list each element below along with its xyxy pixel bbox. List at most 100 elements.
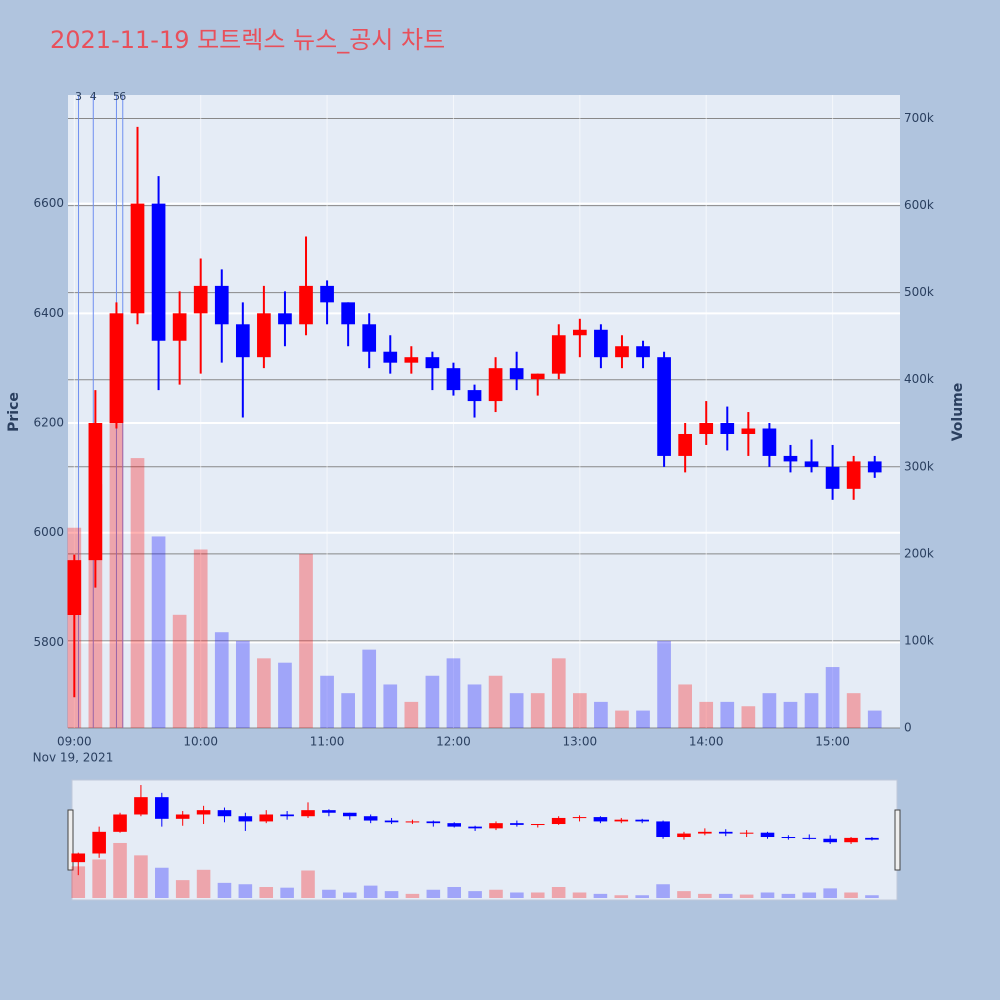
candle-body: [551, 335, 566, 374]
range-handle[interactable]: [67, 809, 74, 871]
volume-bar: [804, 693, 819, 728]
candle-body: [67, 560, 82, 616]
volume-bar: [193, 549, 208, 728]
candle-body: [594, 329, 608, 358]
slider-candle-body: [489, 823, 503, 829]
y2-tick-label: 200k: [904, 546, 934, 560]
y-tick-label: 6200: [33, 416, 64, 430]
slider-volume-bar: [196, 869, 211, 898]
slider-candle-body: [322, 810, 336, 813]
slider-candle-body: [259, 814, 274, 822]
volume-bar: [530, 693, 545, 728]
slider-volume-bar: [698, 893, 712, 898]
volume-bar: [636, 710, 650, 728]
slider-candle-body: [739, 832, 754, 834]
candle-body: [572, 329, 587, 336]
slider-candle-body: [551, 817, 566, 825]
candle-body: [530, 373, 545, 380]
slider-volume-bar: [865, 895, 879, 898]
volume-bar: [699, 701, 714, 728]
slider-volume-bar: [718, 893, 733, 898]
slider-candle-body: [342, 812, 357, 817]
y-tick-label: 6600: [33, 196, 64, 210]
slider-volume-bar: [823, 888, 837, 898]
candle-body: [762, 428, 777, 456]
candle-body: [615, 346, 629, 358]
y-tick-label: 5800: [33, 635, 64, 649]
candle-body: [320, 285, 334, 303]
candle-body: [151, 203, 166, 341]
slider-volume-bar: [405, 893, 420, 898]
volume-bar: [320, 675, 334, 728]
slider-candle-body: [426, 821, 441, 824]
volume-bar: [846, 693, 861, 728]
slider-volume-bar: [426, 889, 441, 898]
slider-volume-bar: [677, 891, 691, 898]
slider-volume-bar: [175, 880, 190, 898]
candle-body: [846, 461, 861, 489]
slider-candle-body: [447, 823, 462, 827]
slider-volume-bar: [363, 885, 378, 898]
slider-volume-bar: [238, 884, 253, 898]
candle-body: [867, 461, 882, 473]
slider-volume-bar: [134, 855, 148, 898]
volume-bar: [467, 684, 482, 728]
y2-tick-label: 400k: [904, 372, 934, 386]
candle-body: [299, 285, 313, 325]
slider-volume-bar: [92, 859, 106, 898]
slider-candle-body: [301, 810, 315, 817]
y-tick-label: 6400: [33, 306, 64, 320]
slider-volume-bar: [217, 882, 232, 898]
candle-body: [235, 324, 250, 358]
volume-bar: [341, 693, 355, 728]
slider-volume-bar: [384, 891, 399, 898]
volume-bar: [130, 458, 145, 728]
candle-body: [783, 455, 798, 462]
slider-candle-body: [468, 826, 482, 829]
slider-volume-bar: [635, 895, 649, 898]
candle-body: [214, 285, 229, 325]
volume-bar: [867, 710, 882, 728]
candle-body: [657, 357, 671, 456]
range-slider[interactable]: [71, 779, 898, 901]
y2-tick-label: 100k: [904, 633, 934, 647]
volume-bar: [551, 658, 566, 728]
candle-body: [720, 423, 735, 434]
range-handle[interactable]: [894, 809, 901, 871]
volume-bar: [783, 701, 798, 728]
x-date-label: Nov 19, 2021: [33, 751, 114, 765]
slider-candle-body: [865, 837, 879, 840]
slider-candle-body: [781, 837, 796, 839]
slider-volume-bar: [593, 893, 608, 898]
slider-candle-body: [384, 820, 399, 823]
slider-volume-bar: [844, 892, 858, 898]
slider-candle-body: [572, 817, 587, 819]
volume-bar: [214, 632, 229, 728]
volume-bar: [172, 614, 187, 728]
slider-candle-body: [155, 797, 169, 819]
volume-bar: [825, 667, 840, 728]
candle-body: [193, 285, 208, 314]
slider-candle-body: [92, 831, 106, 854]
slider-candle-body: [530, 824, 545, 826]
slider-candle-body: [593, 817, 608, 822]
candle-body: [636, 346, 650, 358]
y2-tick-label: 700k: [904, 111, 934, 125]
volume-bar: [572, 693, 587, 728]
slider-candle-body: [844, 837, 858, 843]
candle-body: [425, 357, 440, 369]
x-tick-label: 15:00: [815, 735, 850, 749]
slider-candle-body: [175, 814, 190, 819]
slider-volume-bar: [259, 886, 274, 898]
x-tick-label: 09:00: [57, 735, 92, 749]
candle-body: [88, 423, 103, 561]
event-label: 4: [90, 90, 97, 103]
volume-bar: [488, 675, 503, 728]
slider-candle-body: [217, 810, 232, 817]
slider-candle-body: [196, 810, 211, 815]
slider-volume-bar: [530, 892, 545, 898]
slider-volume-bar: [781, 893, 796, 898]
candle-body: [446, 368, 461, 391]
volume-bar: [741, 706, 756, 728]
slider-volume-bar: [280, 887, 294, 898]
